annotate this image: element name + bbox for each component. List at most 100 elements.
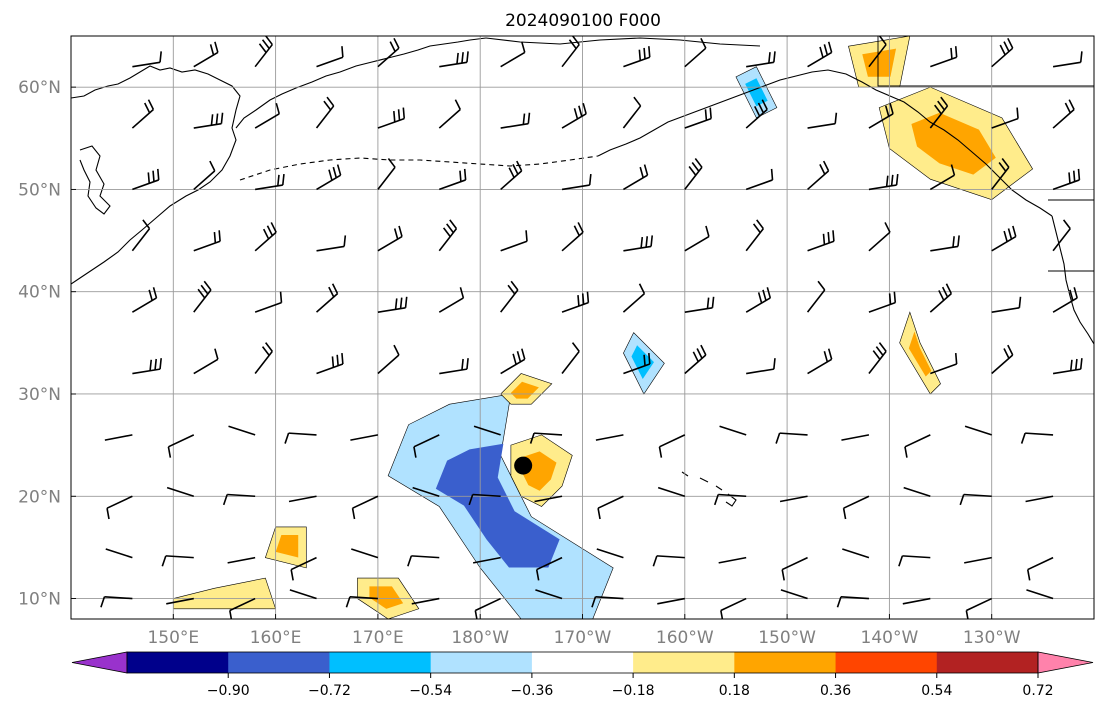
wind-barb — [316, 235, 347, 252]
wind-barb — [193, 160, 216, 191]
wind-barb — [904, 434, 931, 458]
wind-barb — [377, 37, 400, 68]
colorbar-segment — [127, 652, 229, 673]
wind-barb — [1026, 556, 1054, 581]
wind-barb — [965, 597, 993, 619]
wind-barb — [1052, 168, 1081, 191]
wind-barb — [500, 160, 523, 191]
wind-barb — [473, 425, 501, 436]
colorbar-segment — [228, 652, 330, 673]
shading-core-negative-alaska — [745, 78, 768, 107]
wind-barb — [1052, 287, 1078, 313]
wind-barb — [500, 280, 519, 313]
wind-barb — [780, 589, 808, 600]
wind-barb — [1052, 358, 1083, 375]
wind-barb — [439, 168, 467, 191]
wind-barb — [255, 174, 285, 191]
colorbar-segment — [430, 652, 533, 673]
colorbar-tick-label: −0.54 — [409, 683, 452, 699]
wind-barb — [229, 597, 256, 619]
latitude-labels: 10°N 20°N 30°N 40°N 50°N 60°N — [18, 78, 61, 609]
wind-barb — [719, 425, 747, 436]
wind-barb — [596, 548, 624, 559]
wind-barb — [806, 280, 826, 313]
map-panel — [70, 35, 1095, 620]
wind-barb — [868, 36, 887, 68]
lon-label: 170°W — [554, 628, 612, 648]
wind-barb — [991, 37, 1014, 68]
wind-barb — [535, 589, 563, 600]
shading-core-positive-sw-pacific — [275, 535, 299, 558]
wind-barb — [595, 434, 624, 441]
wind-barb — [132, 168, 160, 191]
wind-barb — [561, 222, 584, 252]
wind-barb — [104, 434, 133, 441]
wind-barb — [473, 556, 501, 564]
wind-barb — [658, 434, 686, 458]
wind-barb — [407, 555, 440, 567]
wind-barb — [623, 235, 654, 252]
coastlines — [71, 36, 1094, 507]
wind-barb — [623, 46, 651, 68]
wind-barb — [929, 96, 949, 129]
wind-barb — [684, 225, 710, 252]
colorbar — [71, 651, 1094, 674]
shading-core-negative-band-central-pacific — [435, 443, 560, 568]
wind-barb — [289, 589, 317, 600]
wind-barb — [166, 597, 194, 605]
wind-barb — [720, 597, 747, 619]
wind-barb — [684, 37, 707, 68]
colorbar-tick-label: −0.72 — [308, 683, 351, 699]
wind-barb — [868, 291, 897, 313]
wind-barb — [193, 230, 221, 252]
wind-barb — [807, 112, 838, 129]
wind-barb — [991, 296, 1022, 313]
wind-barb — [132, 51, 162, 68]
wind-barb — [350, 434, 379, 441]
wind-barb — [713, 493, 747, 506]
wind-barb — [377, 107, 406, 129]
shading-core-positive-gulf-of-alaska — [911, 112, 996, 175]
wind-barb — [745, 168, 774, 191]
wind-barb — [316, 353, 344, 375]
wind-barb — [106, 495, 133, 520]
wind-barb — [841, 434, 870, 441]
wind-barb — [929, 283, 953, 313]
wind-barb — [351, 548, 379, 559]
colorbar-segment — [531, 652, 634, 673]
wind-barb — [622, 96, 642, 129]
colorbar-segment — [329, 652, 432, 673]
wind-barb — [500, 112, 531, 129]
wind-barb — [622, 283, 646, 313]
wind-barb — [534, 495, 563, 503]
wind-barb — [930, 235, 960, 252]
wind-barb — [591, 595, 624, 608]
colorbar-segment — [936, 652, 1039, 673]
colorbar-tick-label: 0.36 — [820, 683, 851, 699]
wind-barb — [745, 287, 772, 313]
anomaly-shading — [173, 36, 1034, 619]
wind-barb — [781, 556, 808, 581]
map-title: 2024090100 F000 — [505, 11, 661, 31]
wind-barb — [684, 296, 715, 313]
wind-barb — [991, 107, 1019, 129]
wind-barb — [131, 287, 158, 313]
wind-barb — [652, 555, 685, 567]
lat-label: 30°N — [18, 385, 61, 405]
wind-barb — [377, 158, 396, 190]
shading-core-positive-north-of-marker — [510, 381, 539, 399]
shading-core-positive-far-sw — [194, 586, 251, 604]
colorbar-tick-labels: −0.90 −0.72 −0.54 −0.36 −0.18 0.18 0.36 0.54 0.7… — [207, 673, 1054, 699]
wind-barb — [684, 107, 712, 129]
wind-barb — [1052, 51, 1083, 68]
wind-barb — [842, 495, 870, 520]
lat-label: 60°N — [18, 78, 61, 98]
coastline-aleutians — [239, 155, 599, 181]
coastline-alaska-north — [485, 37, 761, 47]
wind-barb — [254, 342, 273, 375]
wind-barb — [903, 486, 931, 498]
wind-barb — [228, 425, 256, 436]
wind-barb — [500, 348, 526, 375]
wind-barb — [1052, 219, 1071, 252]
wind-barb — [842, 548, 870, 559]
